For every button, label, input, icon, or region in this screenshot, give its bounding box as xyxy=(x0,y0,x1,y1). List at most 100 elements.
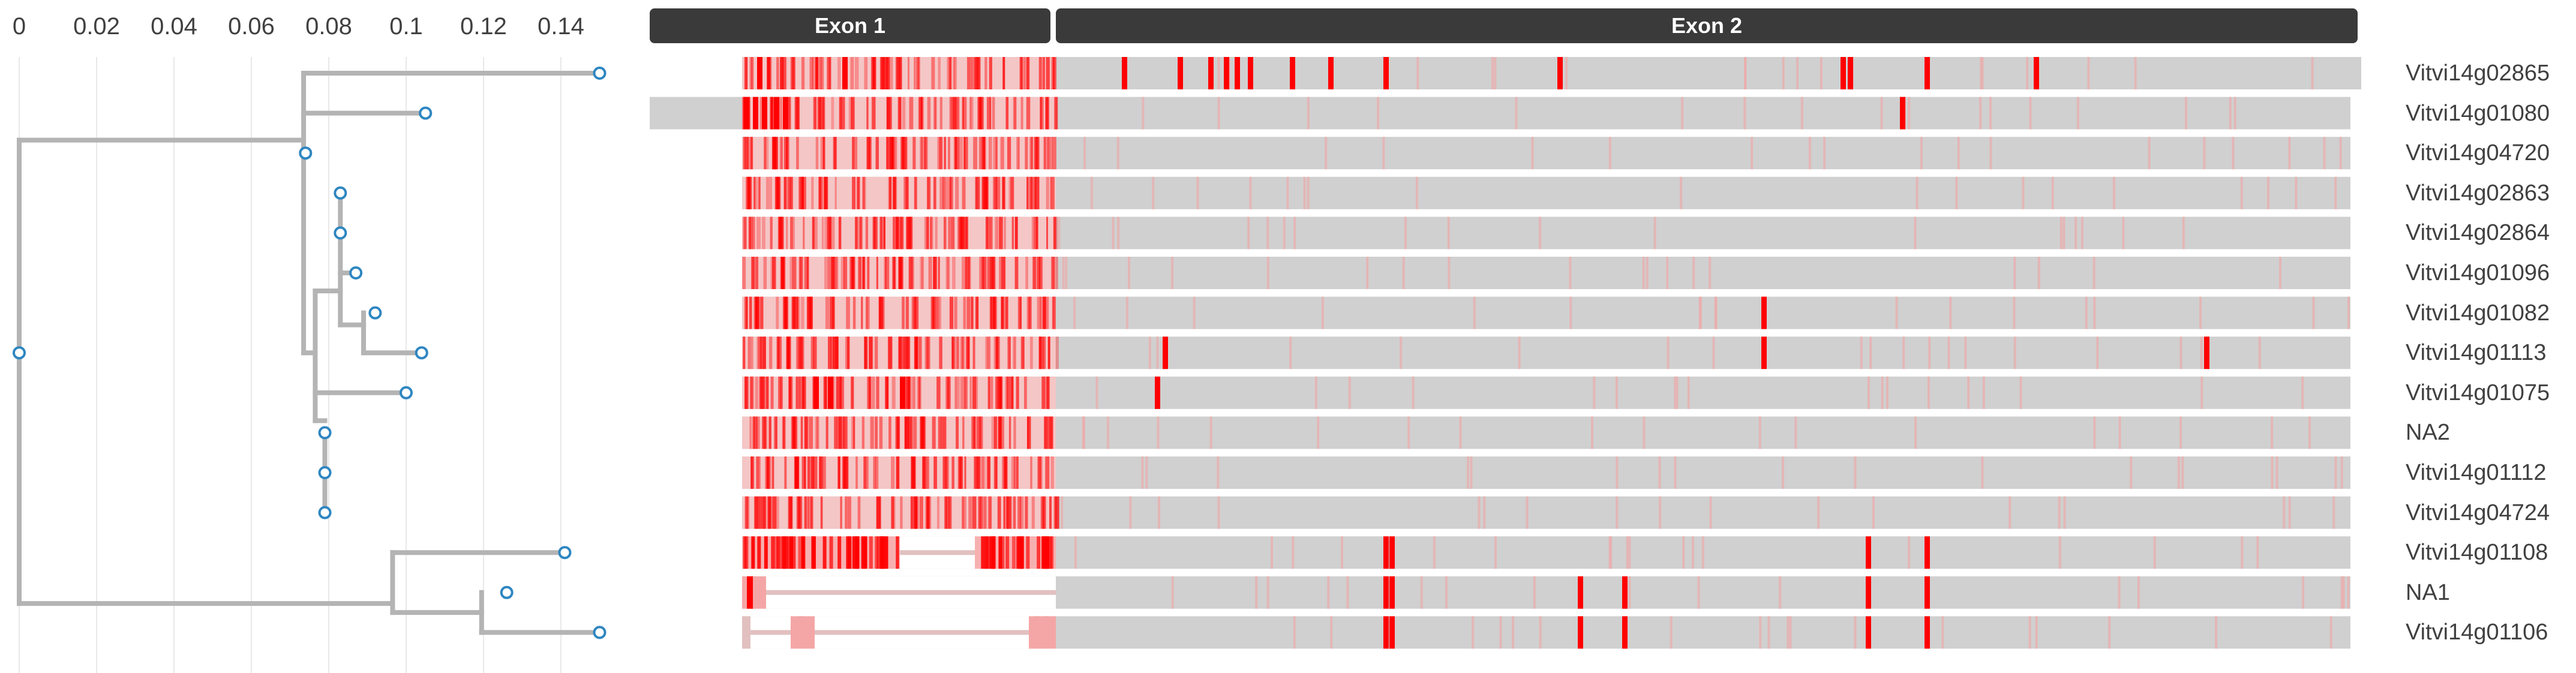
variant-mark xyxy=(803,456,806,489)
variant-mark xyxy=(954,296,957,329)
variant-mark xyxy=(1026,57,1030,89)
variant-mark xyxy=(971,296,974,329)
variant-mark xyxy=(949,176,952,209)
variant-mark xyxy=(1030,176,1033,209)
variant-mark xyxy=(915,336,918,369)
variant-mark xyxy=(926,217,929,250)
variant-mark xyxy=(2275,456,2278,489)
tree-node xyxy=(13,346,26,360)
variant-mark xyxy=(944,217,947,250)
variant-mark xyxy=(752,416,755,449)
variant-mark xyxy=(2204,336,2209,369)
variant-mark xyxy=(822,97,825,130)
exon1-region xyxy=(742,376,1056,409)
variant-mark xyxy=(983,257,987,289)
variant-mark xyxy=(756,416,760,449)
variant-mark xyxy=(821,456,824,489)
variant-mark xyxy=(1266,217,1269,250)
variant-mark xyxy=(1389,616,1395,649)
variant-mark xyxy=(905,296,909,329)
variant-mark xyxy=(972,416,975,449)
variant-mark xyxy=(947,257,950,289)
variant-mark xyxy=(1014,97,1017,130)
variant-mark xyxy=(2118,416,2121,449)
variant-mark xyxy=(1914,416,1917,449)
variant-mark xyxy=(1039,456,1043,489)
variant-mark xyxy=(1303,176,1306,209)
variant-mark xyxy=(981,137,986,170)
variant-mark xyxy=(764,536,768,569)
variant-mark xyxy=(979,257,983,289)
variant-mark xyxy=(1053,496,1057,529)
variant-mark xyxy=(1531,137,1534,170)
variant-mark xyxy=(1020,336,1024,369)
variant-mark xyxy=(1017,536,1022,569)
variant-mark xyxy=(796,336,800,369)
variant-mark xyxy=(839,416,842,449)
variant-mark xyxy=(827,217,831,250)
variant-mark xyxy=(840,97,845,130)
variant-mark xyxy=(851,376,854,409)
variant-mark xyxy=(2062,217,2065,250)
variant-mark xyxy=(1526,496,1529,529)
variant-mark xyxy=(906,176,909,209)
variant-mark xyxy=(2340,576,2343,609)
exon1-region xyxy=(742,496,1056,529)
variant-mark xyxy=(748,336,752,369)
variant-mark xyxy=(918,97,922,130)
variant-mark xyxy=(902,296,905,329)
variant-mark xyxy=(1043,336,1046,369)
variant-mark xyxy=(1680,176,1683,209)
variant-mark xyxy=(797,97,800,130)
variant-mark xyxy=(947,376,951,409)
variant-mark xyxy=(851,257,855,289)
variant-mark xyxy=(774,97,779,130)
variant-mark xyxy=(989,376,993,409)
variant-mark xyxy=(1967,376,1970,409)
variant-mark xyxy=(1017,137,1020,170)
variant-mark xyxy=(751,257,755,289)
variant-mark xyxy=(848,97,852,130)
gene-label: Vitvi14g01082 xyxy=(2406,300,2550,326)
variant-mark xyxy=(953,97,957,130)
variant-mark xyxy=(852,296,856,329)
variant-mark xyxy=(911,496,914,529)
exon-2-label: Exon 2 xyxy=(1671,13,1743,38)
variant-mark xyxy=(1743,97,1746,130)
variant-mark xyxy=(1152,176,1155,209)
variant-mark xyxy=(951,217,955,250)
variant-mark xyxy=(906,217,908,250)
variant-mark xyxy=(924,217,927,250)
variant-mark xyxy=(907,336,911,369)
variant-mark xyxy=(1032,257,1037,289)
variant-mark xyxy=(1761,296,1767,329)
variant-mark xyxy=(1982,376,1985,409)
variant-mark xyxy=(1044,536,1049,569)
tick-label: 0.14 xyxy=(538,13,584,40)
variant-mark xyxy=(975,376,978,409)
variant-mark xyxy=(891,376,896,409)
variant-mark xyxy=(828,217,832,250)
variant-mark xyxy=(836,416,840,449)
variant-mark xyxy=(1293,217,1296,250)
variant-mark xyxy=(904,176,907,209)
variant-mark xyxy=(783,137,788,170)
variant-mark xyxy=(753,176,756,209)
variant-mark xyxy=(1979,97,1982,130)
variant-mark xyxy=(871,97,876,130)
variant-mark xyxy=(1030,456,1032,489)
variant-mark xyxy=(1217,456,1220,489)
variant-mark xyxy=(1039,336,1042,369)
variant-mark xyxy=(926,217,929,250)
variant-mark xyxy=(2347,296,2350,329)
variant-mark xyxy=(780,137,783,170)
variant-mark xyxy=(804,416,808,449)
variant-mark xyxy=(1171,257,1174,289)
variant-mark xyxy=(758,176,761,209)
variant-mark xyxy=(887,97,890,130)
variant-mark xyxy=(769,416,771,449)
variant-mark xyxy=(977,456,981,489)
variant-mark xyxy=(989,57,992,89)
gene-label: NA1 xyxy=(2406,579,2450,605)
variant-mark xyxy=(770,97,773,130)
